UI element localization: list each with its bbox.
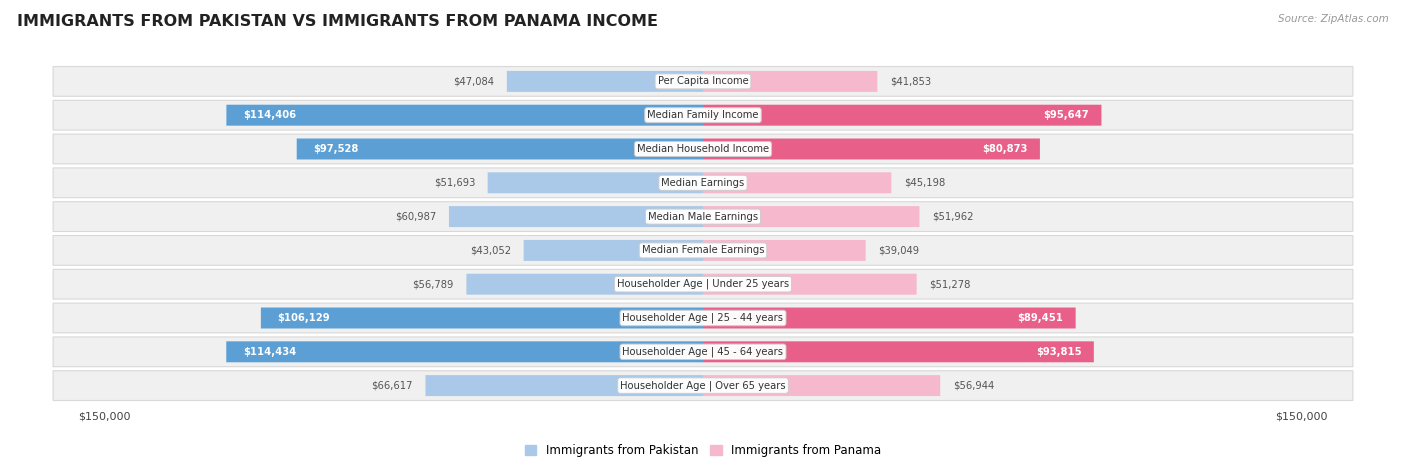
Text: Median Household Income: Median Household Income [637, 144, 769, 154]
FancyBboxPatch shape [53, 235, 1353, 265]
Text: Source: ZipAtlas.com: Source: ZipAtlas.com [1278, 14, 1389, 24]
Text: Median Earnings: Median Earnings [661, 178, 745, 188]
FancyBboxPatch shape [467, 274, 703, 295]
Text: $51,693: $51,693 [434, 178, 475, 188]
FancyBboxPatch shape [53, 134, 1353, 164]
Text: $93,815: $93,815 [1036, 347, 1081, 357]
FancyBboxPatch shape [703, 172, 891, 193]
Text: $66,617: $66,617 [371, 381, 413, 390]
FancyBboxPatch shape [703, 105, 1101, 126]
Text: IMMIGRANTS FROM PAKISTAN VS IMMIGRANTS FROM PANAMA INCOME: IMMIGRANTS FROM PAKISTAN VS IMMIGRANTS F… [17, 14, 658, 29]
FancyBboxPatch shape [262, 308, 703, 328]
FancyBboxPatch shape [703, 341, 1094, 362]
FancyBboxPatch shape [226, 105, 703, 126]
Text: $150,000: $150,000 [1275, 412, 1327, 422]
Text: $56,789: $56,789 [412, 279, 454, 289]
Text: $114,434: $114,434 [243, 347, 297, 357]
Text: $106,129: $106,129 [277, 313, 330, 323]
FancyBboxPatch shape [53, 337, 1353, 367]
Text: $95,647: $95,647 [1043, 110, 1090, 120]
FancyBboxPatch shape [703, 206, 920, 227]
Text: Householder Age | 25 - 44 years: Householder Age | 25 - 44 years [623, 313, 783, 323]
FancyBboxPatch shape [703, 308, 1076, 328]
Text: $56,944: $56,944 [953, 381, 994, 390]
FancyBboxPatch shape [53, 303, 1353, 333]
FancyBboxPatch shape [53, 371, 1353, 401]
FancyBboxPatch shape [226, 341, 703, 362]
Text: $97,528: $97,528 [314, 144, 359, 154]
Text: $51,278: $51,278 [929, 279, 970, 289]
Text: Householder Age | 45 - 64 years: Householder Age | 45 - 64 years [623, 347, 783, 357]
FancyBboxPatch shape [426, 375, 703, 396]
FancyBboxPatch shape [297, 139, 703, 159]
Text: $39,049: $39,049 [879, 245, 920, 255]
FancyBboxPatch shape [506, 71, 703, 92]
FancyBboxPatch shape [703, 139, 1040, 159]
FancyBboxPatch shape [703, 274, 917, 295]
Text: Per Capita Income: Per Capita Income [658, 77, 748, 86]
Text: Householder Age | Under 25 years: Householder Age | Under 25 years [617, 279, 789, 290]
Text: $45,198: $45,198 [904, 178, 945, 188]
FancyBboxPatch shape [488, 172, 703, 193]
Legend: Immigrants from Pakistan, Immigrants from Panama: Immigrants from Pakistan, Immigrants fro… [520, 439, 886, 462]
Text: $41,853: $41,853 [890, 77, 931, 86]
FancyBboxPatch shape [523, 240, 703, 261]
FancyBboxPatch shape [703, 375, 941, 396]
Text: Median Family Income: Median Family Income [647, 110, 759, 120]
Text: $80,873: $80,873 [981, 144, 1028, 154]
Text: Median Female Earnings: Median Female Earnings [641, 245, 765, 255]
FancyBboxPatch shape [449, 206, 703, 227]
FancyBboxPatch shape [703, 71, 877, 92]
Text: $114,406: $114,406 [243, 110, 297, 120]
FancyBboxPatch shape [53, 168, 1353, 198]
FancyBboxPatch shape [53, 269, 1353, 299]
Text: $51,962: $51,962 [932, 212, 973, 222]
FancyBboxPatch shape [53, 66, 1353, 96]
Text: $89,451: $89,451 [1018, 313, 1063, 323]
Text: $43,052: $43,052 [470, 245, 512, 255]
FancyBboxPatch shape [53, 100, 1353, 130]
Text: Householder Age | Over 65 years: Householder Age | Over 65 years [620, 380, 786, 391]
Text: $60,987: $60,987 [395, 212, 436, 222]
FancyBboxPatch shape [53, 202, 1353, 232]
FancyBboxPatch shape [703, 240, 866, 261]
Text: $150,000: $150,000 [79, 412, 131, 422]
Text: Median Male Earnings: Median Male Earnings [648, 212, 758, 222]
Text: $47,084: $47,084 [453, 77, 495, 86]
